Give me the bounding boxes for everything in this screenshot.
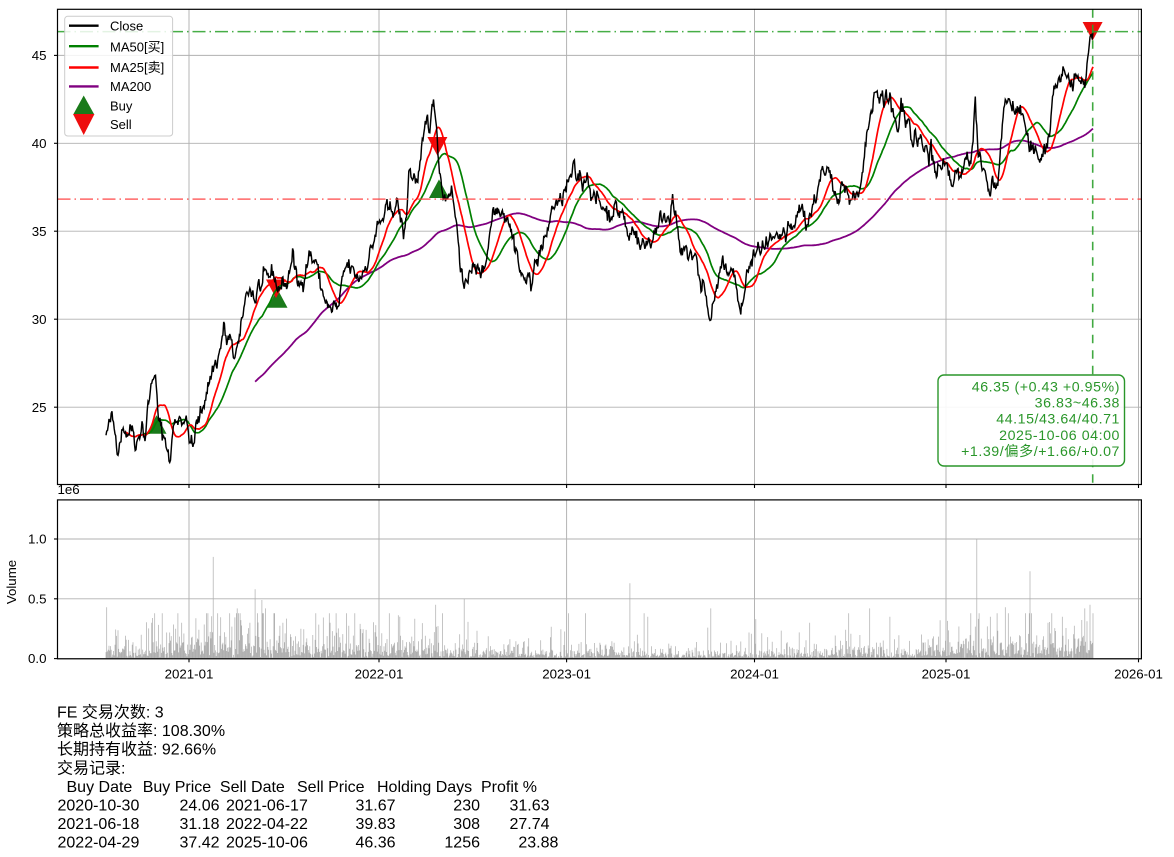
svg-text:31.18: 31.18 [179, 816, 219, 833]
svg-text:FE 交易次数: 3: FE 交易次数: 3 [57, 704, 164, 722]
svg-text:Buy Price: Buy Price [143, 779, 212, 796]
svg-text:2025-10-06 04:00: 2025-10-06 04:00 [999, 428, 1120, 444]
svg-text:MA50[买]: MA50[买] [110, 39, 164, 54]
svg-text:Buy: Buy [110, 99, 133, 114]
svg-text:2022-04-29: 2022-04-29 [58, 835, 140, 852]
svg-text:46.36: 46.36 [355, 835, 395, 852]
svg-text:2025-10-06: 2025-10-06 [226, 835, 308, 852]
svg-text:31.63: 31.63 [509, 798, 549, 815]
svg-text:交易记录:: 交易记录: [57, 759, 125, 777]
svg-text:0.5: 0.5 [28, 591, 47, 606]
svg-text:30: 30 [32, 312, 47, 327]
svg-text:长期持有收益: 92.66%: 长期持有收益: 92.66% [57, 741, 216, 759]
svg-text:2021-06-17: 2021-06-17 [226, 798, 308, 815]
svg-text:Holding Days: Holding Days [377, 779, 472, 796]
svg-text:Sell Date: Sell Date [220, 779, 285, 796]
svg-text:2020-10-30: 2020-10-30 [58, 798, 140, 815]
svg-text:46.35 (+0.43 +0.95%): 46.35 (+0.43 +0.95%) [972, 380, 1120, 396]
svg-text:2021-06-18: 2021-06-18 [58, 816, 140, 833]
svg-text:Sell: Sell [110, 117, 132, 132]
svg-text:308: 308 [453, 816, 480, 833]
svg-text:Profit %: Profit % [481, 779, 537, 796]
svg-text:Close: Close [110, 19, 143, 34]
svg-text:2023-01: 2023-01 [542, 667, 591, 682]
svg-text:37.42: 37.42 [179, 835, 219, 852]
svg-text:23.88: 23.88 [518, 835, 558, 852]
svg-text:2025-01: 2025-01 [922, 667, 971, 682]
svg-text:45: 45 [32, 48, 47, 63]
svg-text:44.15/43.64/40.71: 44.15/43.64/40.71 [996, 412, 1120, 428]
svg-text:36.83~46.38: 36.83~46.38 [1035, 396, 1120, 412]
svg-text:+1.39/偏多/+1.66/+0.07: +1.39/偏多/+1.66/+0.07 [961, 443, 1120, 460]
svg-text:2024-01: 2024-01 [730, 667, 779, 682]
svg-text:策略总收益率: 108.30%: 策略总收益率: 108.30% [57, 722, 225, 740]
svg-text:1256: 1256 [444, 835, 480, 852]
svg-text:Buy Date: Buy Date [67, 779, 133, 796]
svg-text:2026-01: 2026-01 [1114, 667, 1163, 682]
svg-text:0.0: 0.0 [28, 651, 47, 666]
svg-text:24.06: 24.06 [179, 798, 219, 815]
svg-text:1e6: 1e6 [58, 482, 80, 497]
svg-text:Volume: Volume [4, 560, 19, 604]
svg-text:39.83: 39.83 [355, 816, 395, 833]
svg-text:2022-04-22: 2022-04-22 [226, 816, 308, 833]
svg-text:230: 230 [453, 798, 480, 815]
svg-text:31.67: 31.67 [355, 798, 395, 815]
svg-text:2022-01: 2022-01 [355, 667, 404, 682]
svg-text:MA25[卖]: MA25[卖] [110, 60, 164, 75]
svg-text:25: 25 [32, 400, 47, 415]
svg-text:2021-01: 2021-01 [165, 667, 214, 682]
svg-text:1.0: 1.0 [28, 532, 47, 547]
svg-text:35: 35 [32, 224, 47, 239]
svg-text:MA200: MA200 [110, 79, 151, 94]
svg-text:40: 40 [32, 136, 47, 151]
svg-text:Sell Price: Sell Price [297, 779, 365, 796]
svg-text:27.74: 27.74 [509, 816, 549, 833]
